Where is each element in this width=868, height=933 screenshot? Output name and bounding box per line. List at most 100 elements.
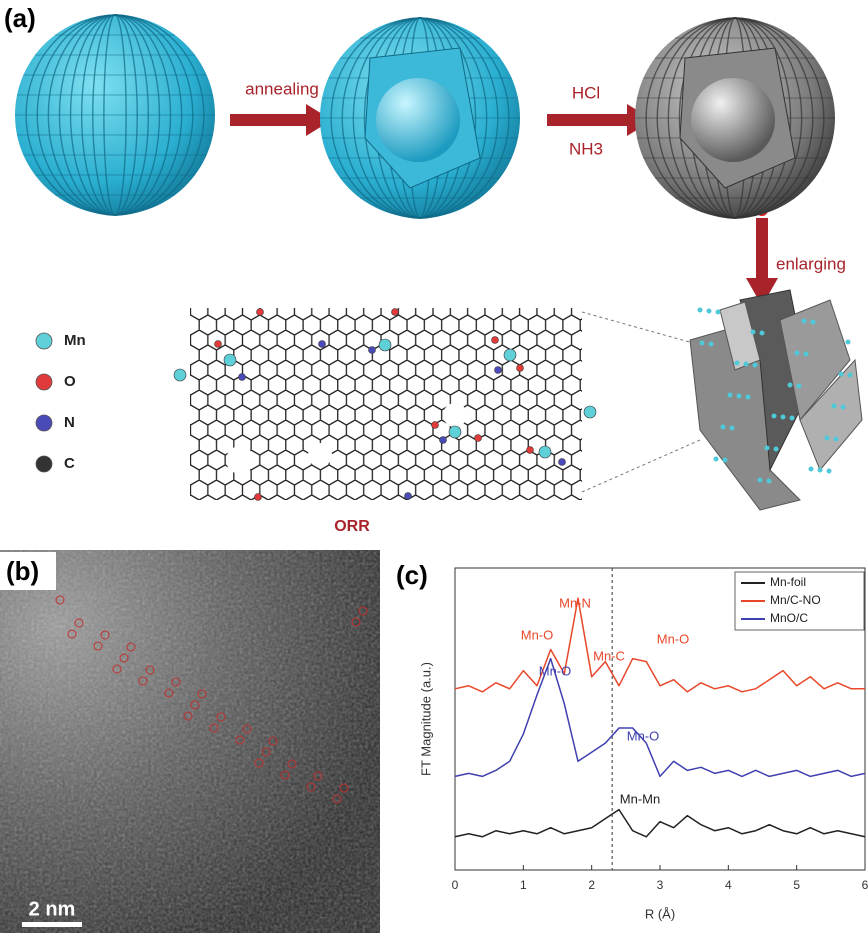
fragment-site [832, 404, 837, 409]
panel-a: (a) annealing HCl NH3 enlarging ORR Mn O N… [4, 3, 862, 535]
atom [239, 374, 246, 381]
atom [495, 367, 502, 374]
fragment-site [707, 309, 712, 314]
vacancy [308, 443, 332, 467]
arrow [547, 114, 627, 126]
atom [215, 341, 222, 348]
fragment-site [804, 352, 809, 357]
atom [539, 446, 551, 458]
fragment-site [737, 394, 742, 399]
panel-b: (b) 2 nm [0, 550, 380, 933]
arrow [756, 218, 768, 278]
atom [517, 365, 524, 372]
scale-bar [22, 922, 82, 927]
atom [475, 435, 482, 442]
inner-core [691, 78, 775, 162]
series-line [455, 659, 865, 777]
caption: ORR [334, 518, 370, 535]
carbon-fragment [690, 290, 862, 510]
graphene-sheet [190, 308, 582, 500]
fragment-site [781, 415, 786, 420]
annotation: Mn-C [593, 648, 625, 663]
fragment-site [709, 342, 714, 347]
atom [440, 437, 447, 444]
fragment-site [760, 331, 765, 336]
fragment-site [818, 468, 823, 473]
annotation: Mn-O [657, 631, 690, 646]
fragment-site [774, 447, 779, 452]
arrow [230, 114, 306, 126]
annotation: Mn-O [627, 728, 660, 743]
arrow-label: HCl [572, 83, 600, 102]
annotation: Mn-O [539, 663, 572, 678]
legend-label: N [64, 414, 75, 431]
fragment-site [728, 393, 733, 398]
legend-label: Mn [64, 332, 86, 349]
fragment-site [846, 340, 851, 345]
x-tick-label: 2 [588, 878, 595, 892]
fragment-site [714, 457, 719, 462]
fragment-site [834, 437, 839, 442]
x-tick-label: 4 [725, 878, 732, 892]
fragment-site [825, 436, 830, 441]
fragment-site [841, 405, 846, 410]
zoom-line [582, 440, 700, 492]
atom [449, 426, 461, 438]
scale-bar-label: 2 nm [29, 898, 76, 920]
legend-label: O [64, 373, 76, 390]
arrow-label: enlarging [776, 254, 846, 273]
atom [432, 422, 439, 429]
inner-core [376, 78, 460, 162]
fragment-site [698, 308, 703, 313]
atom [319, 341, 326, 348]
legend-label: Mn-foil [770, 575, 806, 589]
fragment-site [751, 330, 756, 335]
atom [392, 309, 399, 316]
legend-label: C [64, 455, 75, 472]
fragment-site [758, 478, 763, 483]
x-tick-label: 1 [520, 878, 527, 892]
panel-label: (b) [6, 556, 39, 586]
fragment-site [797, 384, 802, 389]
fragment-site [767, 479, 772, 484]
atom [224, 354, 236, 366]
atom [257, 309, 264, 316]
fragment-site [721, 425, 726, 430]
x-tick-label: 3 [657, 878, 664, 892]
atom [369, 347, 376, 354]
fragment-site [827, 469, 832, 474]
annotation: Mn-O [521, 627, 554, 642]
sphere [320, 18, 520, 218]
atom [174, 369, 186, 381]
arrow-label: NH3 [569, 139, 603, 158]
atom [379, 339, 391, 351]
fragment-site [753, 363, 758, 368]
panel-label: (c) [396, 560, 428, 590]
legend-label: Mn/C-NO [770, 593, 821, 607]
fragment-site [788, 383, 793, 388]
legend-atom [36, 415, 52, 431]
fragment-site [772, 414, 777, 419]
fragment-site [765, 446, 770, 451]
x-axis-label: R (Å) [645, 906, 675, 921]
sphere [635, 18, 835, 218]
x-tick-label: 6 [862, 878, 868, 892]
legend-atom [36, 333, 52, 349]
fragment-site [735, 361, 740, 366]
fragment-site [809, 467, 814, 472]
fragment-site [802, 319, 807, 324]
fragment-site [811, 320, 816, 325]
atom [584, 406, 596, 418]
figure: (a) annealing HCl NH3 enlarging ORR Mn O N… [0, 0, 868, 933]
fragment-site [746, 395, 751, 400]
atom [405, 493, 412, 500]
sphere [15, 15, 215, 215]
arrow-label: annealing [245, 79, 319, 98]
fragment-site [730, 426, 735, 431]
legend-label: MnO/C [770, 611, 808, 625]
panel-label: (a) [4, 3, 36, 33]
fragment-site [716, 310, 721, 315]
annotation: Mn-Mn [620, 791, 660, 806]
x-tick-label: 5 [793, 878, 800, 892]
